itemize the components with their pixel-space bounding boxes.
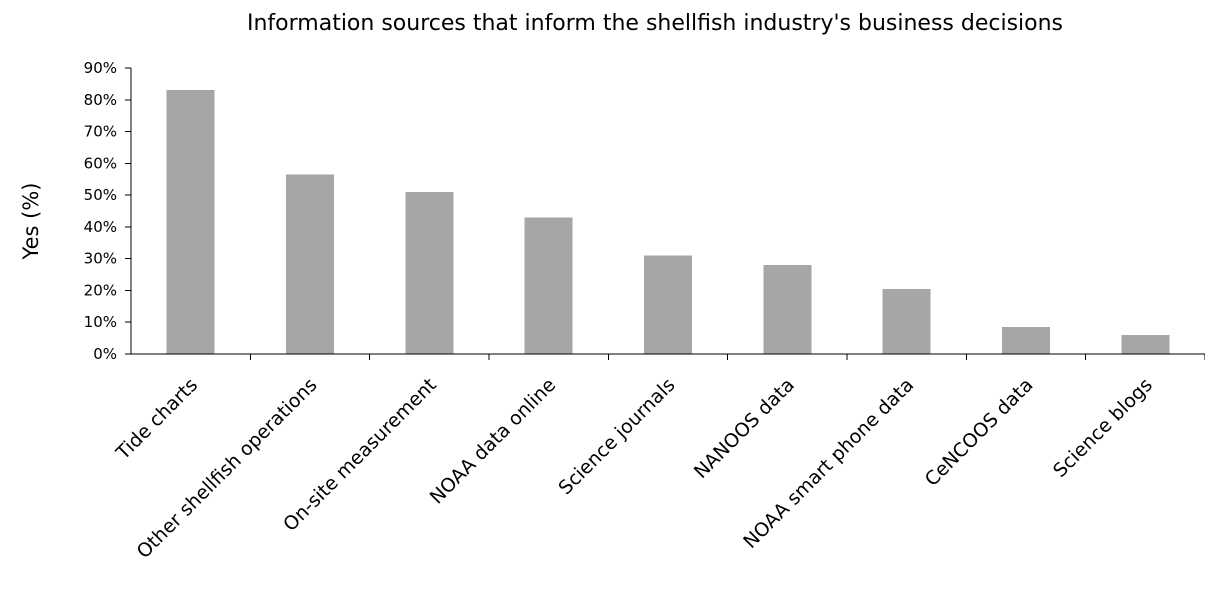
x-tick-label: CeNCOOS data [921, 374, 1038, 491]
bar [644, 255, 692, 354]
y-tick-label: 60% [84, 154, 117, 172]
x-axis-ticks [249, 354, 1205, 360]
y-tick-label: 40% [84, 218, 117, 236]
axes [130, 68, 1205, 355]
x-tick-label: Tide charts [111, 374, 202, 465]
y-tick-label: 80% [84, 91, 117, 109]
bar [405, 191, 454, 354]
x-tick-label: Science blogs [1049, 374, 1157, 482]
y-tick-label: 30% [84, 250, 117, 268]
bar [1121, 334, 1170, 354]
y-tick-label: 70% [84, 123, 117, 141]
x-tick-label: NOAA data online [426, 374, 560, 508]
bars [166, 90, 1170, 354]
bar [166, 90, 215, 354]
y-tick-label: 0% [93, 345, 117, 363]
y-axis-label: Yes (%) [19, 183, 43, 261]
bar [286, 174, 334, 354]
bar [763, 265, 812, 354]
x-tick-label: Science journals [554, 374, 679, 499]
y-tick-label: 10% [84, 313, 117, 331]
bar [882, 288, 931, 354]
y-tick-label: 90% [84, 59, 117, 77]
y-tick-label: 20% [84, 281, 117, 299]
y-tick-label: 50% [84, 186, 117, 204]
bar [1002, 326, 1050, 354]
y-axis-ticks: 0% 10% 20% 30% 40% 50% 60% 70% 80% 90% [84, 59, 131, 363]
bar [524, 217, 573, 354]
chart-title: Information sources that inform the shel… [247, 11, 1063, 36]
x-tick-label: NANOOS data [690, 374, 799, 483]
